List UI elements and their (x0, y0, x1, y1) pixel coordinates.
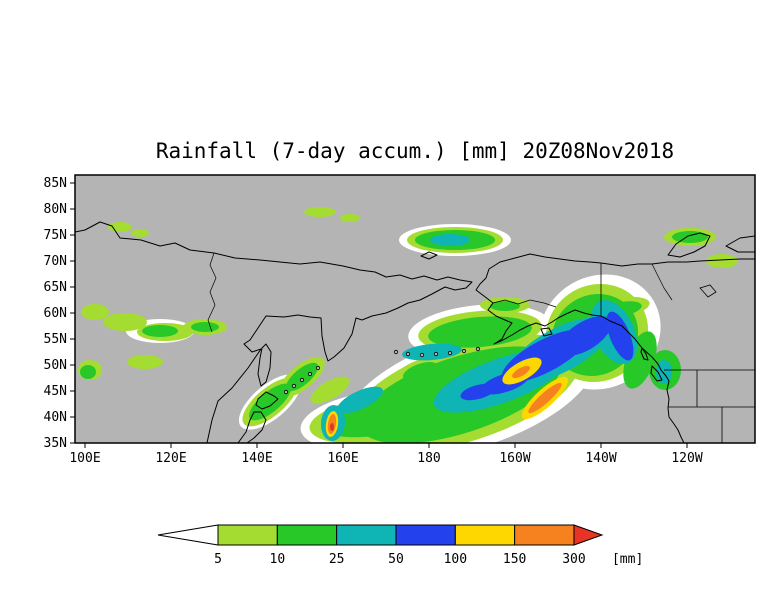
y-tick-label: 35N (44, 436, 67, 451)
x-tick-label: 180 (417, 451, 440, 466)
y-tick-label: 45N (44, 384, 67, 399)
colorbar-level-label: 10 (270, 552, 286, 567)
colorbar-unit-label: [mm] (612, 552, 643, 567)
coastline (479, 253, 755, 285)
colorbar-segment (514, 524, 575, 546)
colorbar-level-label: 100 (444, 552, 467, 567)
island-dot (405, 351, 411, 357)
lake (699, 284, 717, 298)
river (492, 299, 557, 308)
island-dot (299, 377, 305, 383)
chart-title: Rainfall (7-day accum.) [mm] 20Z08Nov201… (155, 139, 675, 163)
x-tick-label: 120W (671, 451, 702, 466)
rain-region-red (330, 423, 334, 431)
colorbar-right-arrow (573, 524, 604, 546)
x-tick-label: 160E (327, 451, 358, 466)
colorbar-level-label: 5 (214, 552, 222, 567)
colorbar-segment (276, 524, 338, 546)
rain-region-orange (528, 382, 562, 414)
rain-region-green (672, 231, 708, 243)
coastline (725, 235, 755, 253)
rain-region-yg (131, 229, 149, 237)
map-border (74, 174, 756, 444)
rain-region-yg (103, 313, 147, 331)
x-tick-label: 160W (499, 451, 530, 466)
island-dot (315, 365, 321, 371)
coastline (420, 251, 438, 260)
rain-region-green (142, 325, 178, 337)
rain-region-yg (108, 222, 132, 232)
coastline (75, 221, 473, 443)
island-dot (447, 350, 453, 356)
river (207, 252, 217, 333)
colorbar-level-label: 50 (388, 552, 404, 567)
rain-region-yg (310, 376, 350, 404)
island-dot (475, 346, 481, 352)
y-tick-label: 50N (44, 358, 67, 373)
colorbar-segment (395, 524, 456, 546)
island-dot (433, 351, 439, 357)
rain-region-blue (558, 316, 612, 356)
rain-region-yg (304, 207, 336, 217)
colorbar-segment (336, 524, 397, 546)
y-tick-label: 70N (44, 254, 67, 269)
x-tick-label: 140E (241, 451, 272, 466)
rain-region-green (490, 301, 520, 311)
rain-region-yg (81, 304, 109, 320)
coastline (667, 232, 711, 258)
x-tick-label: 120E (155, 451, 186, 466)
x-tick-label: 100E (69, 451, 100, 466)
rain-region-orange (512, 365, 530, 379)
river (651, 263, 673, 301)
y-tick-label: 40N (44, 410, 67, 425)
coastline (640, 347, 649, 361)
coastline (540, 327, 553, 337)
colorbar-segment (217, 524, 278, 546)
colorbar-segment (454, 524, 516, 546)
colorbar-level-label: 300 (562, 552, 585, 567)
coastline (237, 411, 267, 443)
colorbar-level-label: 150 (503, 552, 526, 567)
island-dot (461, 348, 467, 354)
rain-region-cyan (337, 386, 383, 414)
x-tick-label: 140W (585, 451, 616, 466)
map-layers (75, 175, 755, 443)
rain-region-cyan (656, 360, 672, 384)
island-dot (291, 383, 297, 389)
colorbar-left-arrow (157, 524, 219, 546)
rain-region-blue (460, 383, 496, 401)
rain-region-yg (340, 214, 360, 222)
rain-region-yg (706, 254, 738, 268)
rain-region-green (80, 365, 96, 379)
island-dot (307, 371, 313, 377)
y-tick-label: 75N (44, 228, 67, 243)
island-dot (419, 352, 425, 358)
y-tick-label: 65N (44, 280, 67, 295)
y-tick-label: 55N (44, 332, 67, 347)
coastline (255, 391, 279, 410)
rain-region-green (249, 383, 291, 421)
coastline (257, 343, 272, 387)
y-tick-label: 60N (44, 306, 67, 321)
colorbar-level-label: 25 (329, 552, 345, 567)
island-dot (283, 389, 289, 395)
y-tick-label: 85N (44, 176, 67, 191)
rain-region-green (191, 322, 219, 332)
coastline (650, 365, 663, 382)
y-tick-label: 80N (44, 202, 67, 217)
rain-region-yg (127, 355, 163, 369)
coastline (475, 283, 685, 443)
island-dot (393, 349, 399, 355)
rain-region-blue (606, 311, 634, 361)
rain-region-cyan (430, 234, 470, 246)
rain-region-green (402, 361, 438, 381)
rain-region-cyan (402, 343, 462, 361)
rain-region-green (428, 316, 532, 348)
